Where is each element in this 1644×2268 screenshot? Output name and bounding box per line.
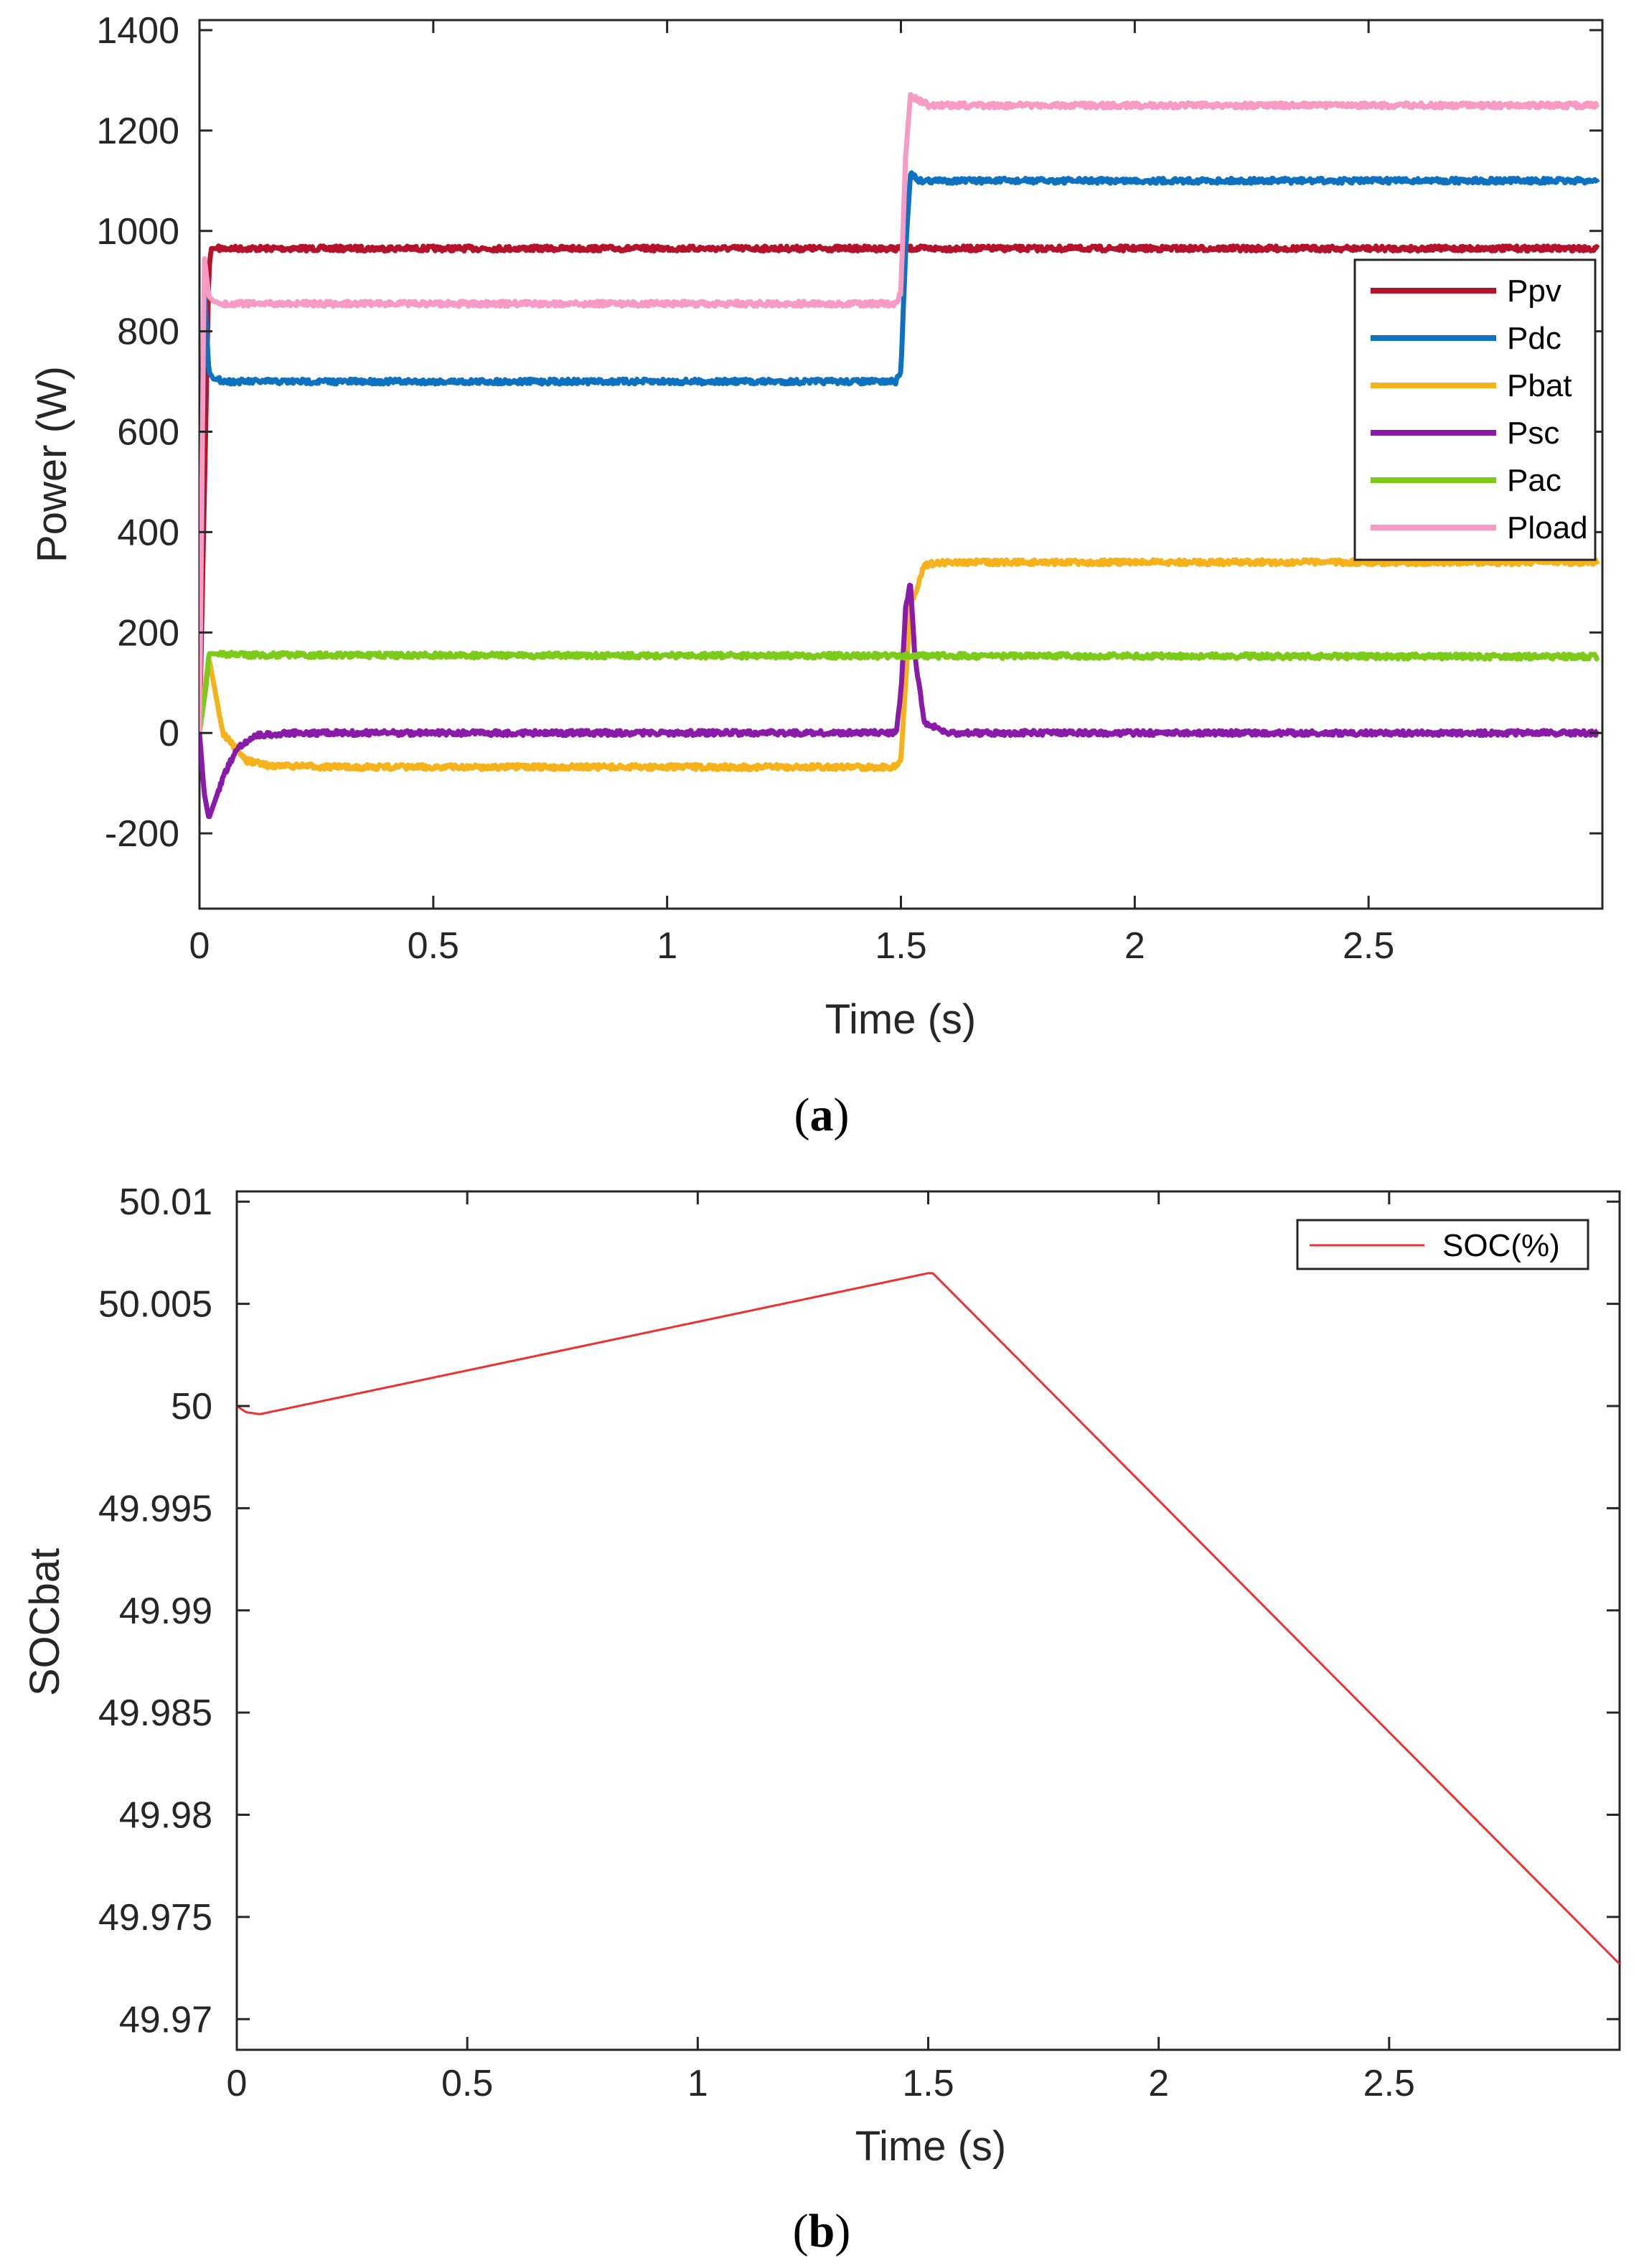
y-tick-label: 49.975 (98, 1897, 212, 1939)
y-tick-label: 400 (117, 512, 179, 553)
y-tick-label: 800 (117, 311, 179, 353)
y-tick-label: -200 (105, 813, 179, 855)
plot-area-soc (235, 1190, 1621, 2051)
tick-layer-power: 0 0.5 1 1.5 2 2.5 -200 0 200 400 600 800 1000 1200 140… (96, 10, 1602, 967)
x-tick-label: 2.5 (1343, 925, 1394, 967)
x-axis-label-power: Time (s) (825, 996, 976, 1043)
series-layer-soc (237, 1272, 1620, 1965)
legend-label-pbat: Pbat (1507, 368, 1572, 403)
x-tick-label: 1.5 (875, 925, 926, 967)
y-tick-label: 200 (117, 612, 179, 654)
series-line-pload (199, 92, 1600, 734)
x-tick-label: 1 (687, 2063, 708, 2104)
caption-b: (b) (793, 2205, 851, 2257)
legend-power: Ppv Pdc Pbat Psc Pac Pload (1353, 258, 1597, 561)
x-tick-label: 1.5 (902, 2063, 954, 2104)
y-tick-label: 49.98 (119, 1795, 212, 1837)
y-tick-label: 49.995 (98, 1488, 212, 1529)
y-tick-label: 1400 (96, 10, 179, 52)
y-tick-label: 1000 (96, 211, 179, 253)
tick-layer-soc: 0 0.5 1 1.5 2 2.5 49.97 49.975 49.98 49.985 49.99 4… (98, 1181, 1620, 2104)
y-axis-label-soc: SOCbat (22, 1548, 68, 1696)
legend-label-psc: Psc (1507, 416, 1559, 451)
x-axis-label-soc: Time (s) (855, 2123, 1006, 2170)
y-tick-label: 600 (117, 412, 179, 454)
legend-box-power (1353, 258, 1597, 561)
x-tick-label: 2.5 (1363, 2063, 1415, 2104)
chart-soc: 0 0.5 1 1.5 2 2.5 49.97 49.975 49.98 49.985 49.99 4… (22, 1181, 1621, 2257)
legend-label-pload: Pload (1507, 510, 1588, 545)
series-line-soc (237, 1272, 1620, 1965)
chart-power: 0 0.5 1 1.5 2 2.5 -200 0 200 400 600 800 1000 1200 140… (29, 10, 1604, 1141)
series-line-ppv (199, 243, 1600, 734)
legend-label-pac: Pac (1507, 463, 1561, 498)
series-line-pdc (199, 170, 1600, 734)
series-line-psc (199, 583, 1600, 820)
y-tick-label: 49.985 (98, 1692, 212, 1734)
legend-label-pdc: Pdc (1507, 321, 1561, 356)
x-tick-label: 0.5 (441, 2063, 493, 2104)
series-layer-power (199, 92, 1600, 820)
x-tick-label: 0 (189, 925, 210, 967)
x-tick-label: 0 (227, 2063, 248, 2104)
x-tick-label: 2 (1148, 2063, 1169, 2104)
y-tick-label: 0 (159, 713, 179, 754)
legend-label-soc: SOC(%) (1442, 1228, 1560, 1263)
y-tick-label: 49.99 (119, 1590, 212, 1632)
series-line-pbat (199, 557, 1600, 772)
caption-a-letter: a (810, 1089, 834, 1141)
x-tick-label: 2 (1124, 925, 1145, 967)
x-tick-label: 0.5 (408, 925, 459, 967)
y-tick-label: 49.97 (119, 1999, 212, 2040)
caption-a: (a) (794, 1089, 850, 1141)
y-tick-label: 50.01 (119, 1181, 212, 1223)
legend-label-ppv: Ppv (1507, 273, 1561, 309)
y-axis-label-power: Power (W) (29, 366, 75, 563)
y-tick-label: 50.005 (98, 1284, 212, 1326)
legend-soc: SOC(%) (1296, 1219, 1589, 1270)
caption-b-letter: b (809, 2205, 835, 2257)
x-tick-label: 1 (657, 925, 677, 967)
y-tick-label: 1200 (96, 111, 179, 152)
series-line-pac (199, 650, 1600, 734)
y-tick-label: 50 (171, 1386, 212, 1428)
